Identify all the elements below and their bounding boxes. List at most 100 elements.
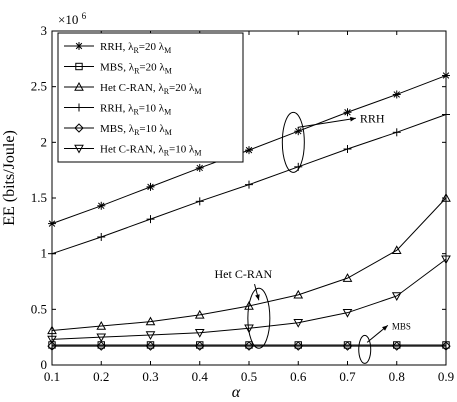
legend-subscript: M xyxy=(165,67,172,76)
data-point xyxy=(244,300,254,310)
data-point xyxy=(391,245,402,255)
annotation-arrowhead xyxy=(255,294,260,301)
marker-plus xyxy=(245,180,253,189)
marker-plus xyxy=(75,103,83,112)
marker-triangle-up xyxy=(74,81,84,91)
annotation-mbs: MBS xyxy=(358,321,411,364)
marker-diamond xyxy=(441,341,451,351)
y-multiplier-base: ×10 xyxy=(58,12,78,27)
legend-subscript: M xyxy=(194,87,201,96)
y-multiplier: ×10 6 xyxy=(58,11,87,27)
data-point xyxy=(294,127,303,136)
data-point xyxy=(293,341,303,351)
marker-triangle-down xyxy=(96,333,107,343)
legend-text-part: Het C-RAN, λ xyxy=(100,144,164,156)
data-point xyxy=(145,331,156,340)
marker-triangle-down xyxy=(244,324,254,334)
marker-plus xyxy=(442,110,450,119)
data-point xyxy=(47,341,57,351)
x-tick-label: 0.9 xyxy=(438,369,454,384)
data-point xyxy=(342,308,353,318)
x-tick-label: 0.8 xyxy=(389,369,405,384)
legend-subscript: M xyxy=(164,46,171,55)
marker-triangle-up xyxy=(441,192,451,202)
marker-diamond xyxy=(195,341,205,351)
data-point xyxy=(195,163,204,172)
legend-box xyxy=(57,32,244,163)
marker-diamond xyxy=(74,123,84,133)
data-point xyxy=(392,128,401,137)
data-point xyxy=(343,108,352,117)
legend-entry-3: Het C-RAN, λR=20 λM xyxy=(64,81,201,96)
marker-triangle-down xyxy=(441,255,451,265)
marker-triangle-down xyxy=(194,329,205,338)
data-point xyxy=(441,341,451,351)
marker-triangle-down xyxy=(47,335,57,345)
data-point xyxy=(48,249,56,258)
data-point xyxy=(195,197,204,206)
data-point xyxy=(293,289,304,299)
marker-asterisk xyxy=(392,90,401,99)
marker-asterisk xyxy=(75,42,83,50)
data-point xyxy=(96,333,107,343)
series-6 xyxy=(47,255,451,345)
data-point xyxy=(47,325,57,335)
marker-diamond xyxy=(293,341,303,351)
annotation-rrh: RRH xyxy=(281,111,385,173)
marker-triangle-down xyxy=(74,144,84,154)
legend-subscript: R xyxy=(134,67,140,76)
marker-triangle-down xyxy=(342,308,353,318)
data-point xyxy=(392,90,401,99)
data-point xyxy=(342,273,353,282)
data-point xyxy=(441,192,451,202)
x-tick-label: 0.3 xyxy=(142,369,158,384)
series-line xyxy=(51,258,447,340)
legend-label: MBS, λR=10 λM xyxy=(100,123,172,137)
marker-triangle-down xyxy=(391,292,402,302)
marker-asterisk xyxy=(146,182,155,191)
legend-subscript: M xyxy=(164,108,171,117)
legend-subscript: R xyxy=(164,149,170,158)
tick-labels: 0.1 0.2 0.3 0.4 0.5 0.6 0.7 0.8 0.9 0 0.5 1 1.5 2 2.5 3 xyxy=(31,23,454,384)
y-tick-label: 2 xyxy=(41,134,48,149)
legend-label: RRH, λR=10 λM xyxy=(100,103,171,117)
marker-triangle-up xyxy=(293,289,304,299)
series-3 xyxy=(47,192,451,335)
annotation-label: RRH xyxy=(360,111,385,125)
legend-label: RRH, λR=20 λM xyxy=(100,41,171,55)
legend-text-part: =20 λ xyxy=(139,62,165,74)
x-tick-label: 0.5 xyxy=(241,369,257,384)
marker-triangle-up xyxy=(96,321,107,330)
marker-plus xyxy=(195,197,204,206)
legend-entry-2: MBS, λR=20 λM xyxy=(64,62,172,76)
marker-diamond xyxy=(145,341,156,351)
annotation-ellipse xyxy=(281,111,305,173)
data-point xyxy=(48,219,56,228)
marker-triangle-up xyxy=(244,300,254,310)
legend-entry-5: MBS, λR=10 λM xyxy=(64,123,172,137)
data-point xyxy=(245,180,253,189)
annotation-arrowhead xyxy=(382,325,388,331)
data-point xyxy=(146,182,155,191)
x-tick-label: 0.4 xyxy=(192,369,209,384)
legend-entry-4: RRH, λR=10 λM xyxy=(64,103,171,117)
data-point xyxy=(244,341,254,351)
y-tick-label: 0.5 xyxy=(31,301,47,316)
legend-entry-1: RRH, λR=20 λM xyxy=(64,41,171,55)
data-point xyxy=(342,341,353,351)
marker-plus xyxy=(392,128,401,137)
data-point xyxy=(96,341,106,351)
marker-square xyxy=(75,62,83,71)
legend-subscript: R xyxy=(134,128,140,137)
annotations: RRH Het C-RAN MBS xyxy=(215,111,411,364)
legend-text-part: =10 λ xyxy=(139,123,165,135)
legend-subscript: M xyxy=(165,128,172,137)
legend-subscript: R xyxy=(133,46,139,55)
data-point xyxy=(96,321,107,330)
data-point xyxy=(392,341,402,351)
marker-asterisk xyxy=(294,127,303,136)
series-lines xyxy=(47,71,451,351)
annotation-ellipse xyxy=(358,334,372,364)
marker-triangle-up xyxy=(391,245,402,255)
